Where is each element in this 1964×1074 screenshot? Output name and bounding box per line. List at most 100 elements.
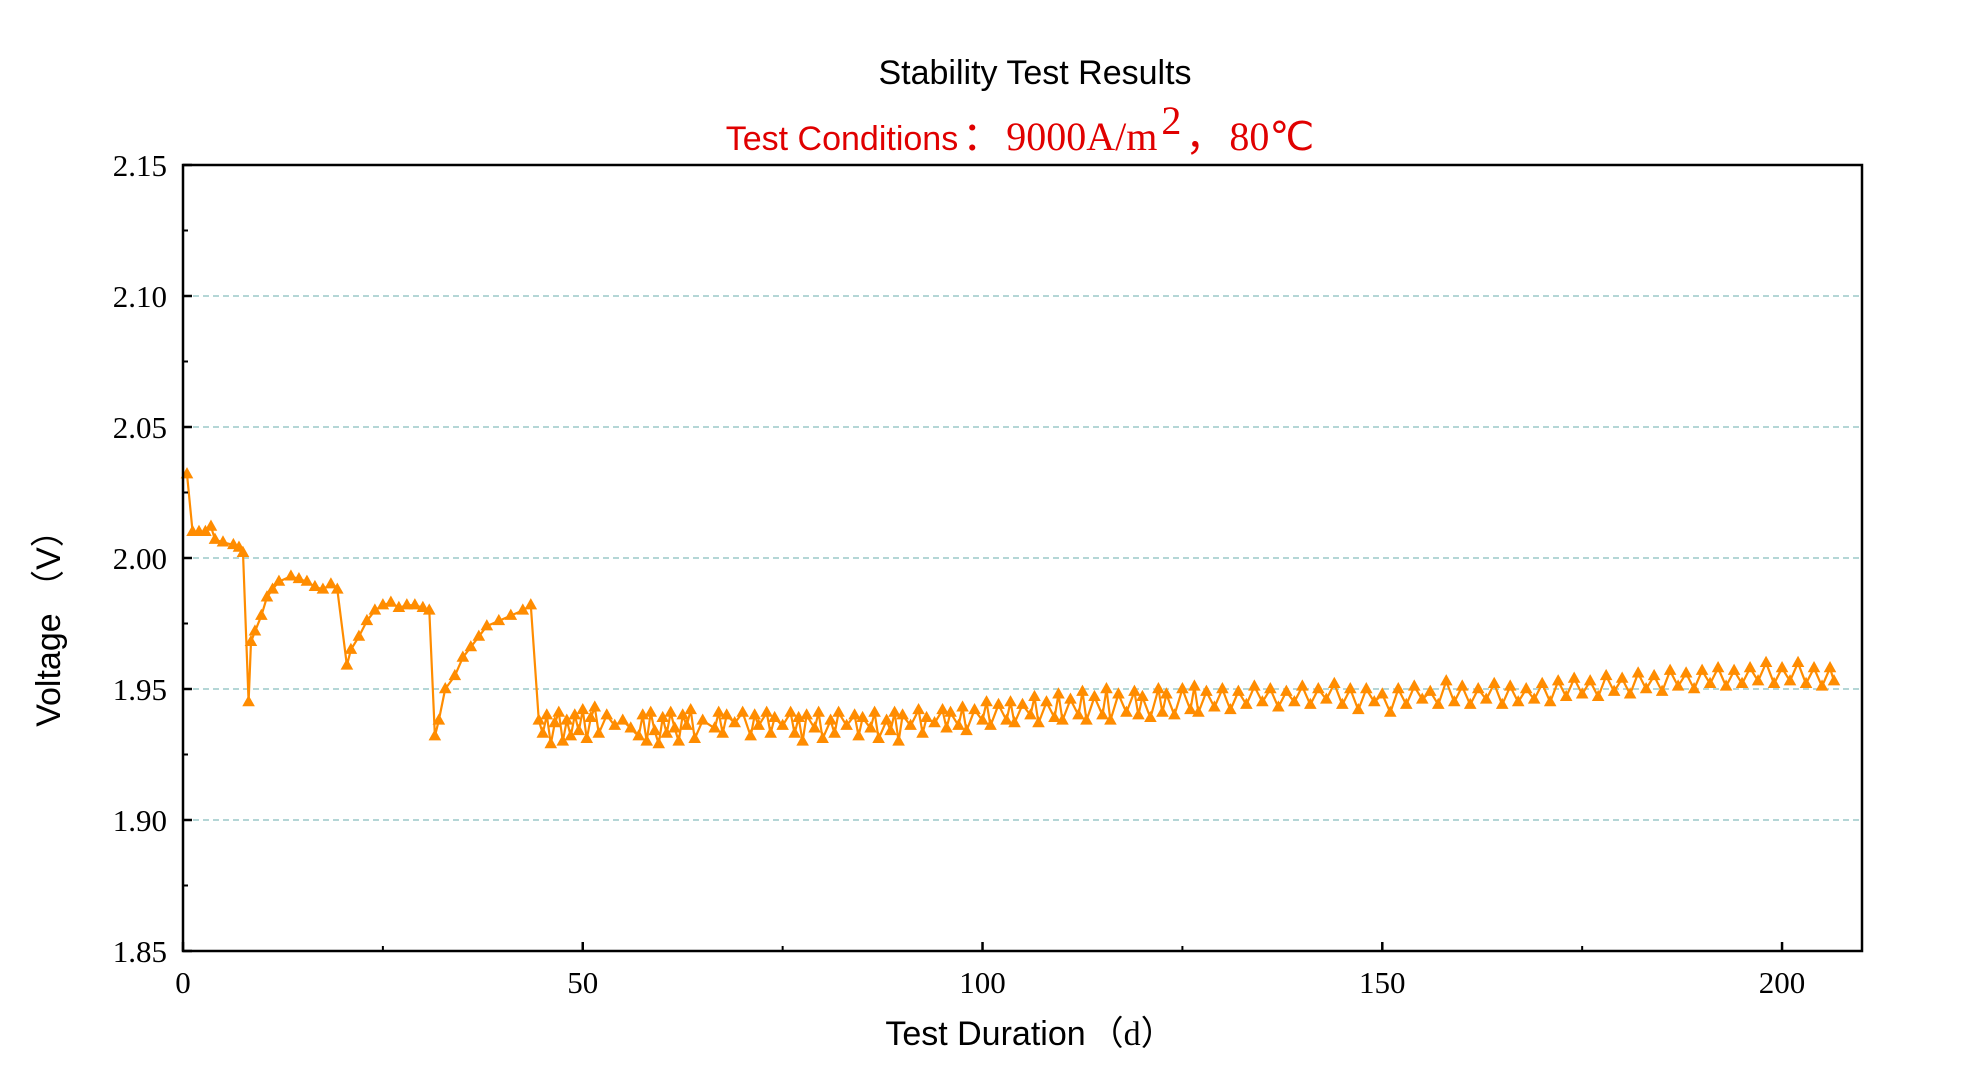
data-point <box>408 598 422 610</box>
data-point <box>1008 716 1021 728</box>
data-point <box>204 519 218 531</box>
data-point <box>1064 692 1077 704</box>
data-point <box>984 718 997 730</box>
data-point <box>1671 679 1685 691</box>
subtitle-comma: ， <box>1185 114 1225 159</box>
data-point <box>1679 666 1693 678</box>
data-point <box>712 705 725 717</box>
data-point <box>260 590 274 602</box>
data-point <box>1791 655 1805 667</box>
x-axis-label-unit: （d） <box>1090 1015 1175 1053</box>
data-point <box>600 708 614 720</box>
data-point <box>788 726 801 738</box>
data-point <box>980 695 993 707</box>
data-point <box>592 726 606 738</box>
data-point <box>1028 689 1041 702</box>
data-point <box>968 702 981 715</box>
data-point <box>668 721 682 733</box>
data-point <box>672 734 686 746</box>
data-point <box>208 532 222 544</box>
data-point <box>1132 708 1145 720</box>
data-point <box>1407 679 1421 691</box>
data-point <box>492 613 506 626</box>
chart-title: Stability Test Results <box>878 54 1191 92</box>
x-tick-label: 150 <box>1359 965 1406 1000</box>
data-point <box>1383 705 1397 717</box>
data-point <box>728 716 741 728</box>
data-point <box>1336 697 1349 709</box>
data-point <box>744 729 757 741</box>
data-point <box>664 705 678 717</box>
data-point <box>1152 682 1165 694</box>
data-point <box>1232 684 1245 696</box>
data-point <box>548 716 562 728</box>
data-point <box>640 734 654 746</box>
x-tick-label: 50 <box>567 965 598 1000</box>
data-point <box>632 729 646 741</box>
data-point <box>360 613 374 626</box>
data-point <box>266 582 279 594</box>
data-point <box>400 598 414 610</box>
data-point <box>1188 679 1201 691</box>
data-point <box>1647 668 1661 681</box>
subtitle-exponent: 2 <box>1161 98 1181 143</box>
data-point <box>1200 684 1213 696</box>
data-point <box>688 731 701 743</box>
data-point <box>1551 674 1565 686</box>
data-series <box>180 467 1841 749</box>
data-point <box>644 705 658 717</box>
data-point <box>892 734 905 746</box>
axes <box>181 163 1864 953</box>
data-point <box>1479 692 1493 704</box>
data-point <box>1575 687 1589 699</box>
data-point <box>1000 713 1013 725</box>
data-point <box>848 708 861 720</box>
data-point <box>960 723 973 736</box>
x-tick-label: 100 <box>959 965 1006 1000</box>
data-point <box>680 718 693 730</box>
data-point <box>1711 661 1725 673</box>
data-point <box>255 608 268 620</box>
data-point <box>872 731 885 743</box>
data-point <box>1799 676 1813 688</box>
data-point <box>956 700 969 712</box>
data-point <box>1511 695 1525 707</box>
data-point <box>1751 674 1765 686</box>
data-point <box>884 723 897 736</box>
data-point <box>1104 713 1117 725</box>
data-point <box>480 619 494 631</box>
data-point <box>1312 682 1325 694</box>
data-point <box>1447 695 1461 707</box>
data-point <box>1815 679 1829 691</box>
data-point <box>1415 692 1429 704</box>
data-point <box>1783 674 1797 686</box>
data-point <box>552 705 566 717</box>
data-point <box>1248 679 1261 691</box>
data-point <box>584 710 598 723</box>
data-point <box>1759 655 1773 667</box>
data-point <box>608 718 622 730</box>
data-point <box>1032 716 1045 728</box>
data-point <box>764 726 777 738</box>
subtitle-prefix: Test Conditions <box>726 120 958 158</box>
y-tick-label: 2.00 <box>113 541 167 576</box>
y-tick-label: 2.10 <box>113 279 167 314</box>
data-point <box>1048 710 1061 723</box>
data-point <box>1192 705 1205 717</box>
data-point <box>708 721 721 733</box>
data-point <box>1080 713 1093 725</box>
data-point <box>1655 684 1669 696</box>
data-point <box>904 718 917 730</box>
data-point <box>572 723 586 736</box>
data-point <box>316 582 330 594</box>
data-point <box>1280 684 1293 696</box>
data-point <box>1120 705 1133 717</box>
data-point <box>242 695 255 707</box>
data-point <box>588 700 602 712</box>
data-point <box>1767 676 1781 688</box>
data-point <box>1288 695 1301 707</box>
data-point <box>272 574 286 586</box>
data-point <box>684 702 697 715</box>
data-point <box>1072 708 1085 720</box>
